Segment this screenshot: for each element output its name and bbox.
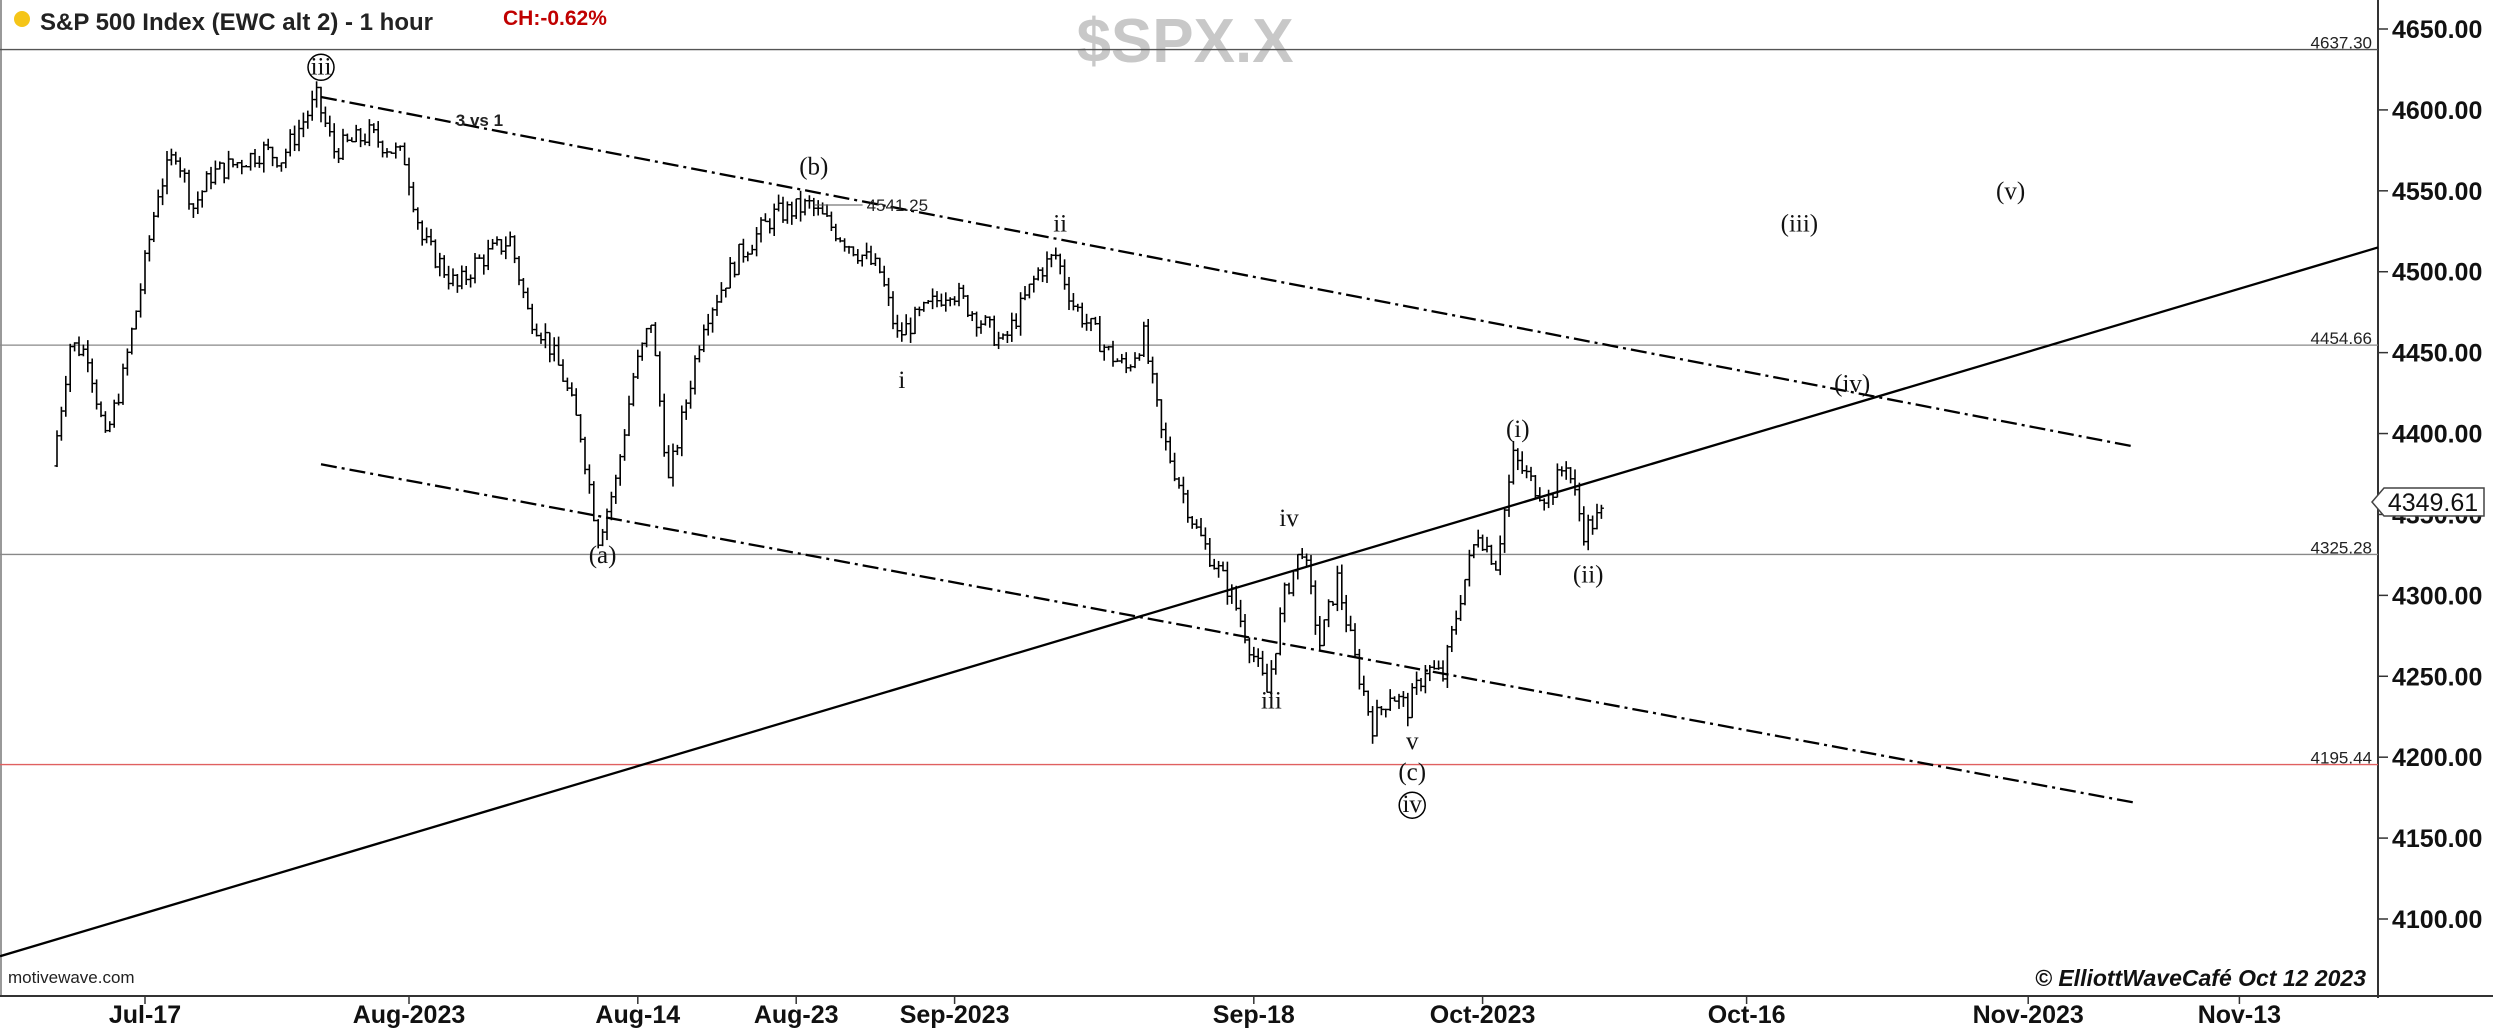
x-axis: Jul-17 Aug-2023 Aug-14 Aug-23 Sep-2023 Sep-18… xyxy=(109,996,2281,1029)
wave-label: (ii) xyxy=(1573,561,1604,588)
x-tick-label: Nov-2023 xyxy=(1973,1001,2084,1029)
y-tick-label: 4600.00 xyxy=(2392,97,2482,125)
y-tick-label: 4150.00 xyxy=(2392,825,2482,853)
x-tick-label: Sep-18 xyxy=(1213,1001,1295,1029)
watermark-symbol: $SPX.X xyxy=(1076,7,1293,76)
y-tick-label: 4400.00 xyxy=(2392,421,2482,449)
chart-header: S&P 500 Index (EWC alt 2) - 1 hour CH:-0… xyxy=(14,7,607,36)
wave-circle-icon xyxy=(1398,791,1426,819)
wave-label: (b) xyxy=(799,154,828,181)
y-tick-label: 4550.00 xyxy=(2392,178,2482,206)
y-tick-label: 4200.00 xyxy=(2392,744,2482,772)
last-price-value: 4349.61 xyxy=(2388,489,2478,517)
upper-channel-line xyxy=(320,95,2135,448)
lower-channel-line xyxy=(320,463,2135,804)
wave-label: iii xyxy=(1261,688,1282,715)
wave-label: ii xyxy=(1053,210,1067,237)
y-tick-label: 4500.00 xyxy=(2392,259,2482,287)
plot-frame xyxy=(0,0,2493,998)
wave-label: iv xyxy=(1402,791,1422,818)
last-price-tag: 4349.61 xyxy=(2371,487,2485,517)
x-tick-label: Aug-14 xyxy=(595,1001,680,1029)
wave-circle-icon xyxy=(307,53,335,82)
y-tick-label: 4450.00 xyxy=(2392,340,2482,368)
level-label: 4637.30 xyxy=(2311,34,2372,53)
level-label: 4195.44 xyxy=(2311,749,2372,768)
x-tick-label: Aug-23 xyxy=(754,1001,839,1029)
wave-label: (v) xyxy=(1996,178,2025,205)
wave-label: iv xyxy=(1279,505,1299,532)
price-bar xyxy=(1598,504,1604,519)
price-bars xyxy=(54,81,1604,744)
chart-title: S&P 500 Index (EWC alt 2) - 1 hour xyxy=(40,9,433,36)
level-label: 4325.28 xyxy=(2311,538,2372,557)
copyright-label: © ElliottWaveCafé Oct 12 2023 xyxy=(2035,965,2366,991)
level-label: 4454.66 xyxy=(2311,329,2372,348)
x-tick-label: Oct-2023 xyxy=(1430,1001,1536,1029)
x-tick-label: Nov-13 xyxy=(2198,1001,2281,1029)
wave-label: (iii) xyxy=(1781,210,1819,237)
source-label: motivewave.com xyxy=(8,968,135,987)
high-value-label: 4541.25 xyxy=(867,196,928,215)
x-tick-label: Sep-2023 xyxy=(900,1001,1010,1029)
rising-trend-line xyxy=(0,246,2379,958)
wave-label: v xyxy=(1406,728,1419,755)
wave-label: iii xyxy=(311,53,332,80)
wave-label: i xyxy=(898,367,905,394)
wave-label: (a) xyxy=(589,542,617,569)
x-tick-label: Aug-2023 xyxy=(353,1001,466,1029)
change-percent: CH:-0.62% xyxy=(503,7,607,30)
status-dot-icon xyxy=(14,11,30,27)
y-tick-label: 4250.00 xyxy=(2392,663,2482,691)
y-axis: 4100.004150.004200.004250.004300.004350.… xyxy=(2378,16,2482,934)
trend-lines xyxy=(0,95,2379,958)
x-tick-label: Oct-16 xyxy=(1708,1001,1786,1029)
y-tick-label: 4650.00 xyxy=(2392,16,2482,44)
wave-label: (i) xyxy=(1506,416,1530,443)
horizontal-levels: 4637.30 4454.66 4325.28 4195.44 xyxy=(0,34,2378,768)
y-tick-label: 4300.00 xyxy=(2392,582,2482,610)
wave-label: (iv) xyxy=(1834,370,1870,397)
annotation-note: 3 vs 1 xyxy=(456,111,503,130)
wave-label: (c) xyxy=(1398,759,1426,786)
y-tick-label: 4100.00 xyxy=(2392,906,2482,934)
x-tick-label: Jul-17 xyxy=(109,1001,181,1029)
